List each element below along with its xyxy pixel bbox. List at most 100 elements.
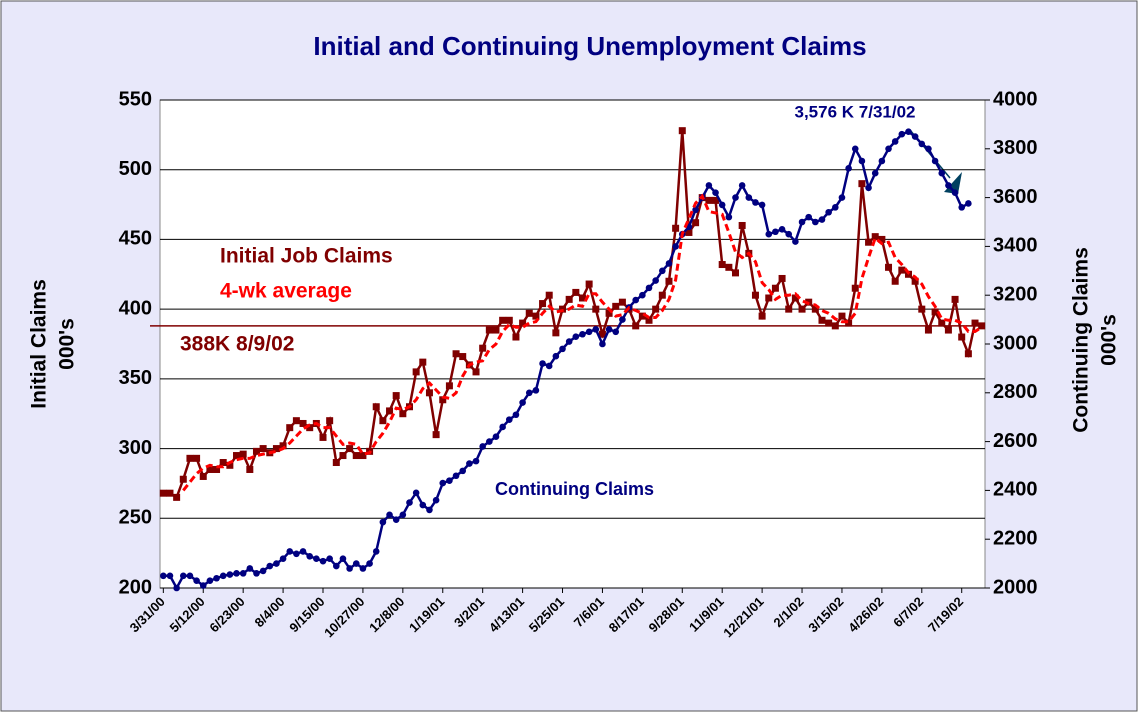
marker: [898, 266, 906, 274]
marker: [825, 319, 833, 327]
marker: [971, 319, 979, 327]
marker: [286, 548, 294, 555]
marker: [213, 465, 221, 473]
y2-tick-label: 3800: [993, 137, 1038, 159]
marker: [964, 350, 972, 358]
marker: [512, 411, 520, 419]
marker: [193, 454, 201, 462]
marker: [718, 201, 726, 209]
y-tick-label: 400: [119, 297, 152, 319]
marker: [492, 433, 500, 441]
y2-tick-label: 3600: [993, 186, 1038, 208]
marker: [366, 560, 373, 567]
marker: [585, 328, 593, 336]
marker: [406, 499, 413, 506]
marker: [166, 489, 174, 497]
marker: [539, 360, 546, 367]
marker: [552, 329, 560, 337]
marker: [758, 201, 766, 209]
marker: [299, 419, 307, 427]
marker: [618, 298, 626, 306]
marker: [479, 344, 487, 352]
marker: [945, 182, 952, 189]
plot-area: [159, 99, 986, 589]
marker: [492, 326, 500, 334]
marker: [951, 295, 959, 303]
marker: [472, 457, 480, 465]
marker: [346, 445, 354, 453]
marker: [705, 196, 713, 204]
marker: [292, 417, 300, 425]
marker: [818, 216, 826, 223]
marker: [519, 319, 527, 327]
marker: [612, 302, 620, 310]
y-tick-label: 300: [119, 437, 152, 459]
marker: [639, 291, 646, 299]
marker: [858, 157, 866, 165]
marker: [931, 308, 939, 316]
marker: [578, 294, 586, 302]
chart-title: Initial and Continuing Unemployment Clai…: [313, 31, 866, 61]
marker: [891, 277, 899, 285]
marker: [911, 277, 919, 285]
marker: [439, 479, 447, 487]
marker: [818, 316, 826, 324]
marker: [273, 560, 280, 567]
y-tick-label: 500: [119, 158, 152, 180]
marker: [785, 305, 793, 313]
marker: [665, 260, 673, 267]
marker: [419, 501, 427, 509]
y2-tick-label: 2200: [993, 527, 1038, 549]
marker: [193, 577, 200, 584]
y2-tick-label: 2400: [993, 479, 1038, 501]
marker: [592, 305, 600, 313]
marker: [712, 189, 719, 197]
marker: [851, 284, 859, 292]
marker: [252, 447, 260, 455]
marker: [612, 328, 620, 336]
marker: [352, 560, 360, 567]
marker: [871, 233, 879, 241]
marker: [392, 392, 400, 400]
marker: [825, 208, 832, 216]
marker: [924, 326, 932, 334]
marker: [552, 352, 560, 360]
marker: [239, 570, 247, 577]
marker: [259, 445, 267, 453]
y2-tick-label: 3200: [993, 283, 1038, 305]
marker: [678, 127, 686, 135]
marker: [446, 477, 453, 484]
y-tick-label: 450: [119, 228, 152, 250]
marker: [685, 228, 693, 236]
marker: [386, 511, 393, 519]
marker: [632, 322, 640, 330]
marker: [885, 263, 893, 271]
marker: [306, 552, 313, 560]
marker: [918, 305, 926, 313]
marker: [339, 555, 347, 563]
marker: [725, 213, 733, 221]
marker: [499, 423, 506, 431]
marker: [831, 322, 839, 330]
marker: [226, 461, 234, 469]
marker: [772, 228, 779, 236]
marker: [958, 333, 966, 341]
y2-tick-label: 4000: [993, 88, 1038, 110]
y2-axis-label: Continuing Claims: [1070, 247, 1093, 433]
marker: [186, 572, 194, 580]
marker: [173, 493, 181, 501]
marker: [598, 330, 606, 338]
marker: [565, 338, 573, 345]
marker: [499, 316, 507, 324]
marker: [186, 454, 194, 462]
y-tick-label: 350: [119, 367, 152, 389]
marker: [605, 326, 613, 333]
marker: [525, 389, 533, 397]
marker: [439, 396, 447, 404]
marker: [313, 555, 320, 563]
marker: [798, 305, 806, 313]
marker: [525, 309, 533, 317]
marker: [738, 182, 746, 189]
marker: [253, 570, 260, 577]
marker: [512, 333, 520, 341]
